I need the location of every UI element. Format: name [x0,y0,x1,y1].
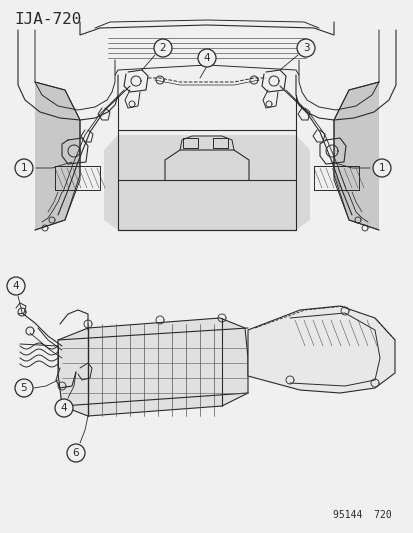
Polygon shape [104,135,309,230]
Text: 3: 3 [302,43,309,53]
Polygon shape [247,306,394,393]
Text: 1: 1 [21,163,27,173]
Text: 2: 2 [159,43,166,53]
Text: 1: 1 [378,163,385,173]
Text: 6: 6 [73,448,79,458]
Circle shape [296,39,314,57]
Text: 95144  720: 95144 720 [332,510,391,520]
Circle shape [372,159,390,177]
Circle shape [15,379,33,397]
Circle shape [154,39,171,57]
Text: 5: 5 [21,383,27,393]
Circle shape [197,49,216,67]
Polygon shape [35,82,80,230]
Circle shape [15,159,33,177]
Circle shape [7,277,25,295]
Polygon shape [58,318,247,416]
Text: 4: 4 [61,403,67,413]
Text: 4: 4 [203,53,210,63]
Polygon shape [333,82,378,230]
Circle shape [55,399,73,417]
Circle shape [67,444,85,462]
Text: 4: 4 [13,281,19,291]
Text: IJA-720: IJA-720 [14,12,81,27]
